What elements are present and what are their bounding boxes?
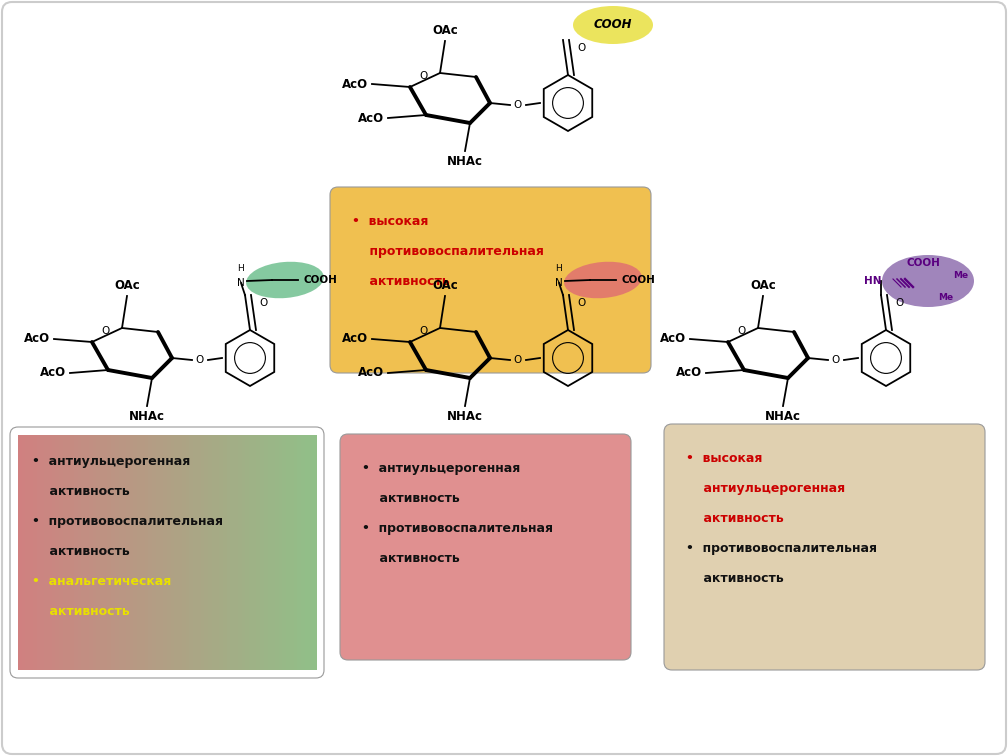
Text: •  противовоспалительная: • противовоспалительная bbox=[32, 515, 223, 528]
Bar bbox=[227, 435, 231, 670]
Text: OAc: OAc bbox=[432, 279, 458, 292]
Bar bbox=[178, 435, 182, 670]
Bar bbox=[55, 435, 59, 670]
Text: активность: активность bbox=[352, 275, 450, 288]
Bar bbox=[308, 435, 312, 670]
Text: O: O bbox=[577, 43, 585, 53]
Bar bbox=[145, 435, 149, 670]
Bar bbox=[275, 435, 279, 670]
Bar bbox=[40, 435, 44, 670]
Ellipse shape bbox=[564, 262, 642, 299]
Text: Me: Me bbox=[938, 293, 954, 302]
Bar bbox=[74, 435, 78, 670]
Text: HN: HN bbox=[864, 276, 882, 286]
Bar bbox=[47, 435, 52, 670]
Text: антиульцерогенная: антиульцерогенная bbox=[686, 482, 845, 495]
Text: активность: активность bbox=[32, 485, 130, 498]
Bar bbox=[223, 435, 227, 670]
Bar bbox=[93, 435, 97, 670]
Polygon shape bbox=[780, 617, 820, 662]
Bar bbox=[152, 435, 156, 670]
Bar bbox=[59, 435, 64, 670]
Bar bbox=[85, 435, 90, 670]
Text: AcO: AcO bbox=[358, 367, 384, 380]
Text: O: O bbox=[514, 100, 522, 110]
Bar bbox=[36, 435, 41, 670]
Bar bbox=[174, 435, 178, 670]
Text: •  анальгетическая: • анальгетическая bbox=[32, 575, 171, 588]
Bar bbox=[51, 435, 55, 670]
Text: NHAc: NHAc bbox=[447, 155, 483, 168]
Bar bbox=[167, 435, 171, 670]
Bar bbox=[253, 435, 257, 670]
Bar bbox=[137, 435, 141, 670]
Polygon shape bbox=[470, 607, 510, 652]
Ellipse shape bbox=[573, 6, 653, 44]
Text: H: H bbox=[238, 264, 244, 273]
Bar bbox=[156, 435, 160, 670]
Bar bbox=[297, 435, 301, 670]
Bar bbox=[286, 435, 290, 670]
Bar bbox=[185, 435, 190, 670]
Text: Me: Me bbox=[953, 271, 968, 280]
Bar bbox=[190, 435, 194, 670]
Bar bbox=[130, 435, 134, 670]
Text: COOH: COOH bbox=[906, 258, 939, 268]
Bar bbox=[100, 435, 104, 670]
Text: активность: активность bbox=[362, 492, 460, 505]
Bar bbox=[22, 435, 26, 670]
Text: O: O bbox=[101, 326, 109, 336]
Bar bbox=[96, 435, 101, 670]
Text: •  противовоспалительная: • противовоспалительная bbox=[362, 522, 553, 535]
Bar bbox=[18, 435, 22, 670]
FancyBboxPatch shape bbox=[330, 187, 651, 373]
Text: O: O bbox=[259, 298, 267, 308]
Polygon shape bbox=[438, 320, 478, 365]
Text: COOH: COOH bbox=[304, 275, 338, 285]
Text: NHAc: NHAc bbox=[129, 410, 165, 423]
Text: •  высокая: • высокая bbox=[352, 215, 428, 228]
Bar bbox=[78, 435, 82, 670]
Bar bbox=[82, 435, 86, 670]
Text: •  антиульцерогенная: • антиульцерогенная bbox=[32, 455, 191, 468]
Text: COOH: COOH bbox=[622, 275, 656, 285]
Bar bbox=[197, 435, 201, 670]
Text: NHAc: NHAc bbox=[447, 410, 483, 423]
Bar bbox=[242, 435, 246, 670]
FancyBboxPatch shape bbox=[340, 434, 631, 660]
Bar bbox=[230, 435, 235, 670]
Ellipse shape bbox=[882, 255, 974, 307]
Bar bbox=[67, 435, 71, 670]
Bar bbox=[212, 435, 216, 670]
Text: O: O bbox=[514, 355, 522, 365]
Text: O: O bbox=[419, 71, 427, 81]
Bar bbox=[282, 435, 286, 670]
Bar bbox=[312, 435, 317, 670]
Polygon shape bbox=[135, 625, 175, 670]
Bar bbox=[148, 435, 152, 670]
Bar bbox=[234, 435, 238, 670]
Bar bbox=[205, 435, 209, 670]
Bar bbox=[62, 435, 67, 670]
Text: AcO: AcO bbox=[24, 333, 50, 345]
Bar bbox=[279, 435, 283, 670]
Text: OAc: OAc bbox=[114, 279, 140, 292]
Bar bbox=[293, 435, 298, 670]
Text: O: O bbox=[737, 326, 745, 336]
Bar bbox=[256, 435, 261, 670]
Bar bbox=[108, 435, 112, 670]
Text: •  противовоспалительная: • противовоспалительная bbox=[686, 542, 877, 555]
Bar bbox=[163, 435, 167, 670]
Ellipse shape bbox=[246, 262, 324, 299]
Bar bbox=[111, 435, 115, 670]
Bar bbox=[216, 435, 220, 670]
Text: O: O bbox=[577, 298, 585, 308]
Bar bbox=[29, 435, 33, 670]
Text: N: N bbox=[237, 278, 245, 288]
Bar bbox=[301, 435, 305, 670]
Bar bbox=[25, 435, 29, 670]
Text: •  антиульцерогенная: • антиульцерогенная bbox=[362, 462, 520, 475]
Text: AcO: AcO bbox=[660, 333, 686, 345]
Bar bbox=[104, 435, 108, 670]
